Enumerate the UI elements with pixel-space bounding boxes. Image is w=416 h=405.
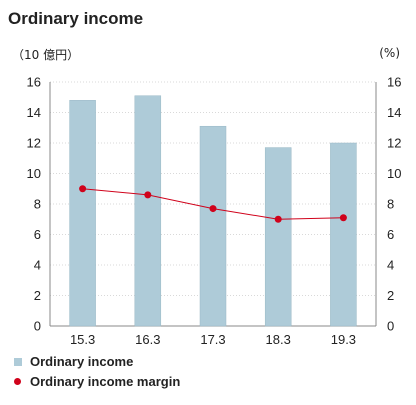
- margin-point: [79, 185, 87, 193]
- bar-legend-swatch: [14, 357, 22, 366]
- y-tick-label-left: 2: [34, 288, 41, 303]
- y-tick-label-left: 16: [27, 75, 41, 90]
- legend-item-line: Ordinary income margin: [14, 374, 180, 389]
- bar: [134, 95, 162, 327]
- margin-point: [209, 205, 217, 213]
- y-tick-label-right: 16: [387, 75, 401, 90]
- left-axis-unit: （10 億円）: [12, 48, 80, 62]
- legend-label-bar: Ordinary income: [30, 354, 134, 369]
- y-tick-label-left: 6: [34, 227, 41, 242]
- bar: [199, 125, 227, 327]
- y-tick-label-right: 10: [387, 166, 401, 181]
- right-axis-unit: (%): [379, 46, 400, 60]
- chart-title: Ordinary income: [8, 9, 144, 28]
- y-tick-label-left: 8: [34, 197, 41, 212]
- x-tick-label: 17.3: [200, 332, 225, 347]
- x-tick-label: 16.3: [135, 332, 160, 347]
- y-tick-label-right: 0: [387, 319, 394, 334]
- bar: [69, 100, 96, 327]
- y-tick-label-left: 14: [27, 105, 41, 120]
- x-tick-label: 18.3: [266, 332, 291, 347]
- y-tick-label-right: 12: [387, 136, 401, 151]
- legend-label-line: Ordinary income margin: [30, 374, 181, 389]
- margin-point: [339, 214, 347, 222]
- margin-point: [274, 215, 282, 223]
- x-tick-label: 19.3: [331, 332, 356, 347]
- y-tick-label-left: 0: [34, 319, 41, 334]
- legend-item-bar: Ordinary income: [14, 354, 133, 369]
- y-tick-label-left: 10: [27, 166, 41, 181]
- margin-point: [144, 191, 152, 199]
- y-tick-label-right: 2: [387, 288, 394, 303]
- y-tick-label-right: 8: [387, 197, 394, 212]
- y-tick-label-right: 14: [387, 105, 401, 120]
- bar: [330, 142, 357, 327]
- y-tick-label-left: 12: [27, 136, 41, 151]
- x-tick-label: 15.3: [70, 332, 95, 347]
- bar: [264, 147, 292, 327]
- y-tick-label-right: 4: [387, 258, 394, 273]
- y-tick-label-right: 6: [387, 227, 394, 242]
- line-legend-swatch: [14, 378, 21, 385]
- y-tick-label-left: 4: [34, 258, 41, 273]
